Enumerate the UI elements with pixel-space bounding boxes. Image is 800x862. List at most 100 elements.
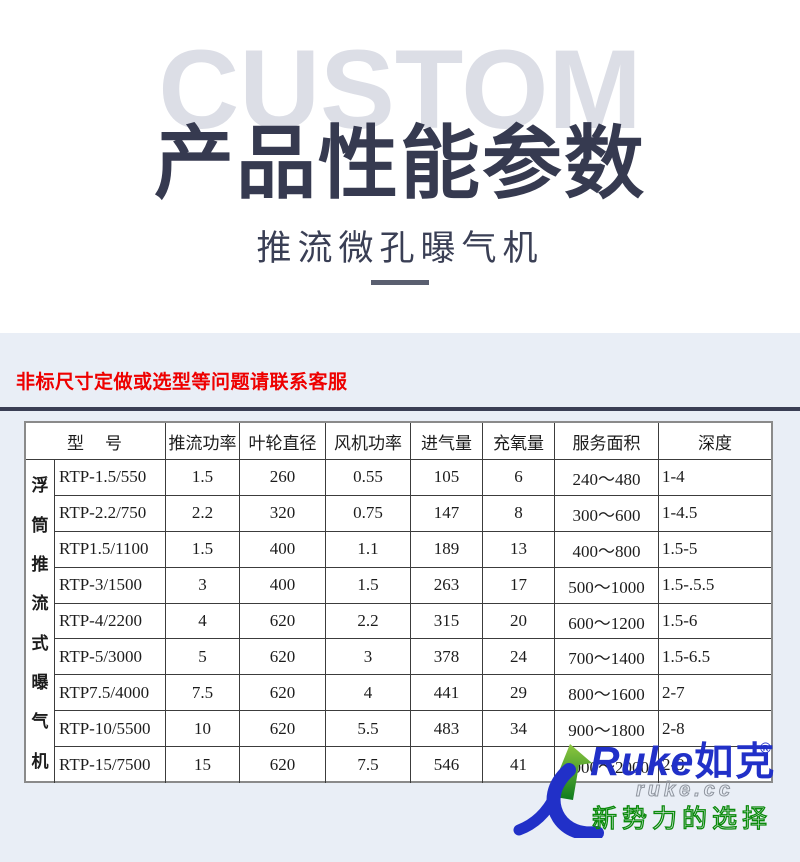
customer-service-notice: 非标尺寸定做或选型等问题请联系客服	[16, 372, 348, 393]
col-header-4: 充氧量	[483, 423, 555, 459]
cell-air_intake: 378	[411, 639, 483, 675]
col-header-0: 推流功率	[166, 423, 240, 459]
cell-air_intake: 105	[411, 460, 483, 495]
cell-push_power: 2.2	[166, 495, 240, 531]
table-row: RTP-2.2/750 2.2 320 0.75 147 8 300～600 1-4.5	[55, 495, 771, 532]
cell-model: RTP7.5/4000	[55, 675, 166, 711]
cell-oxygen: 6	[483, 460, 555, 495]
col-header-1: 叶轮直径	[240, 423, 326, 459]
cell-impeller: 620	[240, 675, 326, 711]
col-header-model: 型 号	[26, 423, 166, 459]
page-title: 产品性能参数	[154, 119, 646, 208]
category-char: 流	[31, 594, 49, 614]
cell-service_area: 500～1000	[555, 567, 659, 603]
cell-model: RTP-10/5500	[55, 711, 166, 747]
cell-model: RTP-2.2/750	[55, 495, 166, 531]
category-char: 曝	[31, 673, 49, 693]
cell-oxygen: 24	[483, 639, 555, 675]
cell-model: RTP-15/7500	[55, 747, 166, 783]
cell-depth: 1-4.5	[662, 503, 698, 523]
cell-impeller: 620	[240, 747, 326, 783]
category-char: 浮	[31, 476, 49, 496]
cell-depth: 2-8	[662, 718, 685, 738]
cell-fan_power: 1.1	[326, 531, 411, 567]
table-row: RTP-4/2200 4 620 2.2 315 20 600～1200 1.5-6	[55, 603, 771, 640]
col-header-5: 服务面积	[555, 423, 659, 459]
cell-push_power: 10	[166, 711, 240, 747]
cell-air_intake: 315	[411, 603, 483, 639]
cell-impeller: 620	[240, 711, 326, 747]
cell-push_power: 1.5	[166, 531, 240, 567]
section-divider-line	[0, 407, 800, 411]
cell-service_area: 700～1400	[555, 639, 659, 675]
table-header-row: 型 号 推流功率 叶轮直径 风机功率 进气量 充氧量 服务面积 深度	[26, 423, 771, 460]
logo-slogan: 新势力的选择	[591, 804, 773, 833]
cell-model: RTP-5/3000	[55, 639, 166, 675]
cell-push_power: 3	[166, 567, 240, 603]
cell-depth: 1.5-6	[662, 611, 698, 630]
table-row: RTP-3/1500 3 400 1.5 263 17 500～1000 1.5-.5.5	[55, 567, 771, 604]
cell-air_intake: 263	[411, 567, 483, 603]
category-char: 气	[31, 712, 49, 732]
cell-depth: 1.5-6.5	[662, 646, 711, 666]
table-body: 浮筒推流式曝气机 RTP-1.5/550 1.5 260 0.55 105 6 240～48…	[26, 460, 771, 783]
cell-push_power: 4	[166, 603, 240, 639]
col-header-6: 深度	[698, 433, 732, 453]
col-header-3: 进气量	[411, 423, 483, 459]
cell-push_power: 5	[166, 639, 240, 675]
cell-impeller: 400	[240, 531, 326, 567]
cell-depth: 2-7	[662, 682, 685, 702]
cell-model: RTP-3/1500	[55, 567, 166, 603]
logo-domain-text: ruke.cc	[635, 779, 735, 802]
logo-swoosh-spine	[546, 763, 604, 838]
cell-air_intake: 441	[411, 675, 483, 711]
cell-depth: 1.5-5	[662, 539, 698, 559]
cell-impeller: 400	[240, 567, 326, 603]
category-char: 式	[31, 633, 49, 653]
cell-service_area: 900～1800	[555, 711, 659, 747]
cell-push_power: 1.5	[166, 460, 240, 495]
cell-service_area: 600～1200	[555, 603, 659, 639]
cell-impeller: 320	[240, 495, 326, 531]
logo-brand-latin: Ruke	[590, 738, 695, 784]
cell-push_power: 7.5	[166, 675, 240, 711]
cell-fan_power: 5.5	[326, 711, 411, 747]
cell-fan_power: 3	[326, 639, 411, 675]
category-char: 推	[31, 554, 49, 574]
cell-oxygen: 13	[483, 531, 555, 567]
cell-fan_power: 1.5	[326, 567, 411, 603]
cell-oxygen: 17	[483, 567, 555, 603]
cell-service_area: 300～600	[555, 495, 659, 531]
cell-impeller: 620	[240, 639, 326, 675]
cell-service_area: 800～1600	[555, 675, 659, 711]
spec-table: 型 号 推流功率 叶轮直径 风机功率 进气量 充氧量 服务面积 深度 浮筒推流式曝气机 RT…	[24, 421, 773, 783]
category-vertical-label: 浮筒推流式曝气机	[26, 460, 55, 783]
cell-fan_power: 2.2	[326, 603, 411, 639]
cell-depth: 2-9	[662, 755, 685, 775]
cell-air_intake: 147	[411, 495, 483, 531]
cell-oxygen: 29	[483, 675, 555, 711]
cell-model: RTP-1.5/550	[55, 460, 166, 495]
ruke-logo-mark	[513, 744, 604, 838]
col-header-2: 风机功率	[326, 423, 411, 459]
cell-fan_power: 7.5	[326, 747, 411, 783]
cell-impeller: 260	[240, 460, 326, 495]
page-subtitle: 推流微孔曝气机	[256, 229, 544, 268]
cell-model: RTP-4/2200	[55, 603, 166, 639]
cell-fan_power: 0.75	[326, 495, 411, 531]
category-char: 筒	[31, 515, 49, 535]
cell-air_intake: 189	[411, 531, 483, 567]
logo-wordmark: Ruke如克	[590, 738, 790, 784]
cell-model: RTP1.5/1100	[55, 531, 166, 567]
cell-depth: 1.5-.5.5	[662, 575, 715, 595]
cell-fan_power: 0.55	[326, 460, 411, 495]
cell-impeller: 620	[240, 603, 326, 639]
table-row: RTP7.5/4000 7.5 620 4 441 29 800～1600 2-7	[55, 675, 771, 712]
cell-service_area: 240～480	[555, 460, 659, 495]
table-row: RTP-5/3000 5 620 3 378 24 700～1400 1.5-6.5	[55, 639, 771, 676]
table-row: RTP1.5/1100 1.5 400 1.1 189 13 400～800 1.5-5	[55, 531, 771, 568]
cell-push_power: 15	[166, 747, 240, 783]
cell-oxygen: 34	[483, 711, 555, 747]
logo-brand-chinese: 如克	[694, 741, 777, 784]
